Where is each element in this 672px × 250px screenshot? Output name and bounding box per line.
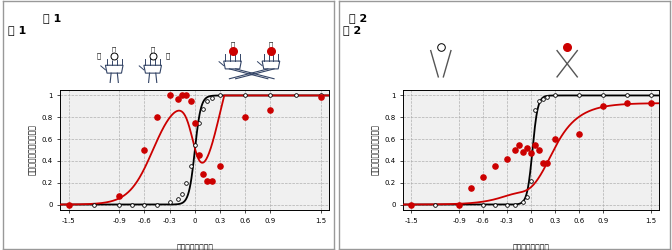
Point [490, 164, 501, 168]
Point [214, 94, 225, 98]
Point [265, 49, 276, 53]
Point [550, 137, 560, 141]
Point [406, 202, 417, 206]
Y-axis label: 右手先行と判断する確率: 右手先行と判断する確率 [371, 124, 380, 176]
Point [621, 94, 632, 98]
Point [521, 146, 532, 150]
Point [521, 195, 532, 199]
Point [597, 104, 608, 108]
Point [194, 121, 204, 125]
Point [597, 94, 608, 98]
Point [177, 192, 187, 196]
Point [227, 49, 238, 53]
Point [526, 178, 536, 182]
Point [621, 101, 632, 105]
Point [206, 96, 217, 100]
Point [517, 200, 528, 204]
Text: 図 1: 図 1 [43, 13, 62, 23]
Point [645, 101, 656, 105]
Point [466, 186, 476, 190]
Point [194, 154, 204, 158]
Point [139, 202, 150, 206]
Point [573, 132, 584, 136]
Point [173, 97, 183, 101]
Point [562, 45, 573, 49]
Text: 図 2: 図 2 [349, 13, 368, 23]
Point [114, 194, 124, 198]
Point [509, 202, 520, 206]
Point [185, 99, 196, 103]
Point [139, 148, 150, 152]
Point [526, 151, 536, 155]
Text: 図 2: 図 2 [343, 25, 361, 35]
Point [147, 54, 158, 58]
Point [501, 157, 512, 161]
Point [202, 99, 213, 103]
Point [315, 94, 326, 98]
Point [490, 202, 501, 206]
Point [265, 94, 276, 98]
Point [114, 202, 124, 206]
Point [435, 45, 446, 49]
Point [152, 202, 163, 206]
Point [406, 202, 417, 206]
Point [517, 150, 528, 154]
Point [534, 148, 544, 152]
Point [530, 108, 540, 112]
Point [315, 94, 326, 98]
Point [573, 94, 584, 98]
Point [89, 202, 99, 206]
Point [177, 94, 187, 98]
Point [454, 202, 464, 206]
Point [206, 178, 217, 182]
Point [190, 121, 200, 125]
Point [214, 164, 225, 168]
Point [454, 202, 464, 206]
Point [190, 142, 200, 146]
Point [202, 178, 213, 182]
Point [509, 148, 520, 152]
Text: 左: 左 [112, 47, 116, 54]
Point [63, 202, 74, 206]
Point [181, 181, 192, 185]
Point [173, 197, 183, 201]
Point [501, 202, 512, 206]
Point [430, 202, 441, 206]
Point [198, 172, 208, 176]
Point [550, 94, 560, 98]
Point [542, 94, 552, 98]
Point [63, 202, 74, 206]
Point [240, 94, 251, 98]
Text: 左: 左 [97, 53, 101, 59]
Text: 左: 左 [269, 41, 273, 48]
Point [290, 94, 301, 98]
Text: 刺激時間差（秒）: 刺激時間差（秒） [512, 244, 550, 250]
Point [185, 164, 196, 168]
Point [164, 200, 175, 204]
Point [109, 54, 120, 58]
Point [152, 115, 163, 119]
Point [109, 54, 120, 58]
Point [534, 99, 544, 103]
Point [513, 142, 524, 146]
Point [164, 94, 175, 98]
Text: 刺激時間差（秒）: 刺激時間差（秒） [176, 244, 214, 250]
Point [645, 94, 656, 98]
Point [478, 175, 489, 179]
Text: 右: 右 [151, 47, 155, 54]
Point [542, 161, 552, 165]
Point [538, 97, 548, 101]
Point [198, 106, 208, 110]
Point [478, 202, 489, 206]
Point [126, 202, 137, 206]
Y-axis label: 右手先行と判断する確率: 右手先行と判断する確率 [28, 124, 38, 176]
Point [181, 94, 192, 98]
Text: 右: 右 [166, 53, 171, 59]
Text: 図 1: 図 1 [8, 25, 26, 35]
Point [265, 108, 276, 112]
Point [538, 161, 548, 165]
Point [240, 115, 251, 119]
Text: 右: 右 [230, 41, 235, 48]
Point [530, 142, 540, 146]
